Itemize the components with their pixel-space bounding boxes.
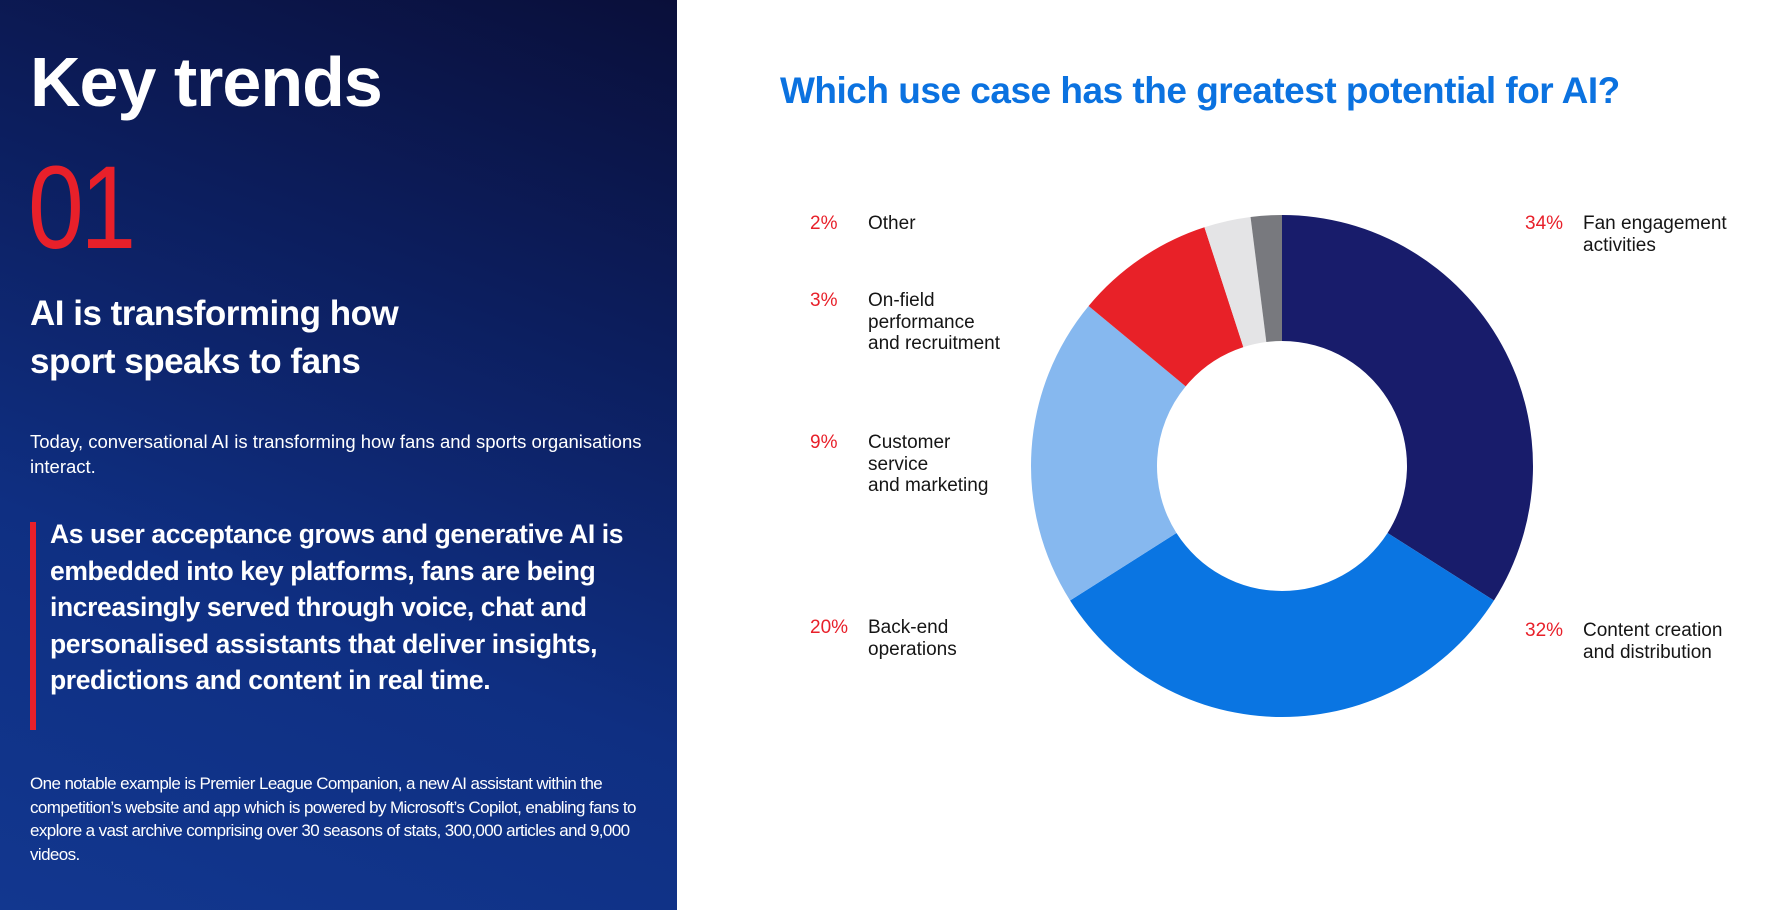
legend-percent: 9% [810, 432, 838, 453]
donut-slice [1031, 306, 1186, 601]
example-paragraph: One notable example is Premier League Co… [30, 774, 636, 864]
legend-percent: 32% [1525, 620, 1564, 641]
legend-item: 34% Fan engagement activities [1525, 213, 1727, 256]
legend-label: Other [868, 213, 916, 234]
legend-label: Customer service and marketing [868, 432, 989, 496]
pull-quote-text: As user acceptance grows and generative … [50, 519, 624, 695]
section-title: Key trends [30, 43, 383, 121]
legend-label: On-field performance and recruitment [868, 290, 1001, 354]
intro-paragraph: Today, conversational AI is transforming… [30, 431, 642, 477]
chart-title: Which use case has the greatest potentia… [780, 70, 1620, 111]
trend-subtitle: AI is transforming how sport speaks to f… [30, 290, 630, 386]
legend-label: Fan engagement activities [1583, 213, 1727, 256]
legend-item: 3% On-field performance and recruitment [810, 290, 1000, 355]
pull-quote: As user acceptance grows and generative … [30, 519, 630, 730]
legend-item: 20% Back-end operations [810, 617, 957, 660]
legend-label: Back-end operations [868, 617, 957, 660]
legend-percent: 34% [1525, 213, 1564, 234]
legend-label: Content creation and distribution [1583, 620, 1723, 663]
donut-slice [1204, 216, 1267, 348]
donut-slice [1088, 227, 1244, 387]
legend-item: 2% Other [810, 213, 916, 235]
legend-item: 9% Customer service and marketing [810, 432, 988, 497]
trend-subtitle-text: AI is transforming how sport speaks to f… [30, 294, 399, 381]
legend-percent: 3% [810, 290, 838, 311]
trend-number: 01 [28, 142, 136, 274]
legend-item: 32% Content creation and distribution [1525, 620, 1722, 663]
key-trends-panel: Key trends 01 AI is transforming how spo… [0, 0, 677, 910]
legend-percent: 20% [810, 617, 849, 638]
donut-slice [1282, 215, 1533, 601]
legend-percent: 2% [810, 213, 838, 234]
donut-slice [1070, 532, 1494, 717]
donut-slice [1250, 215, 1282, 342]
